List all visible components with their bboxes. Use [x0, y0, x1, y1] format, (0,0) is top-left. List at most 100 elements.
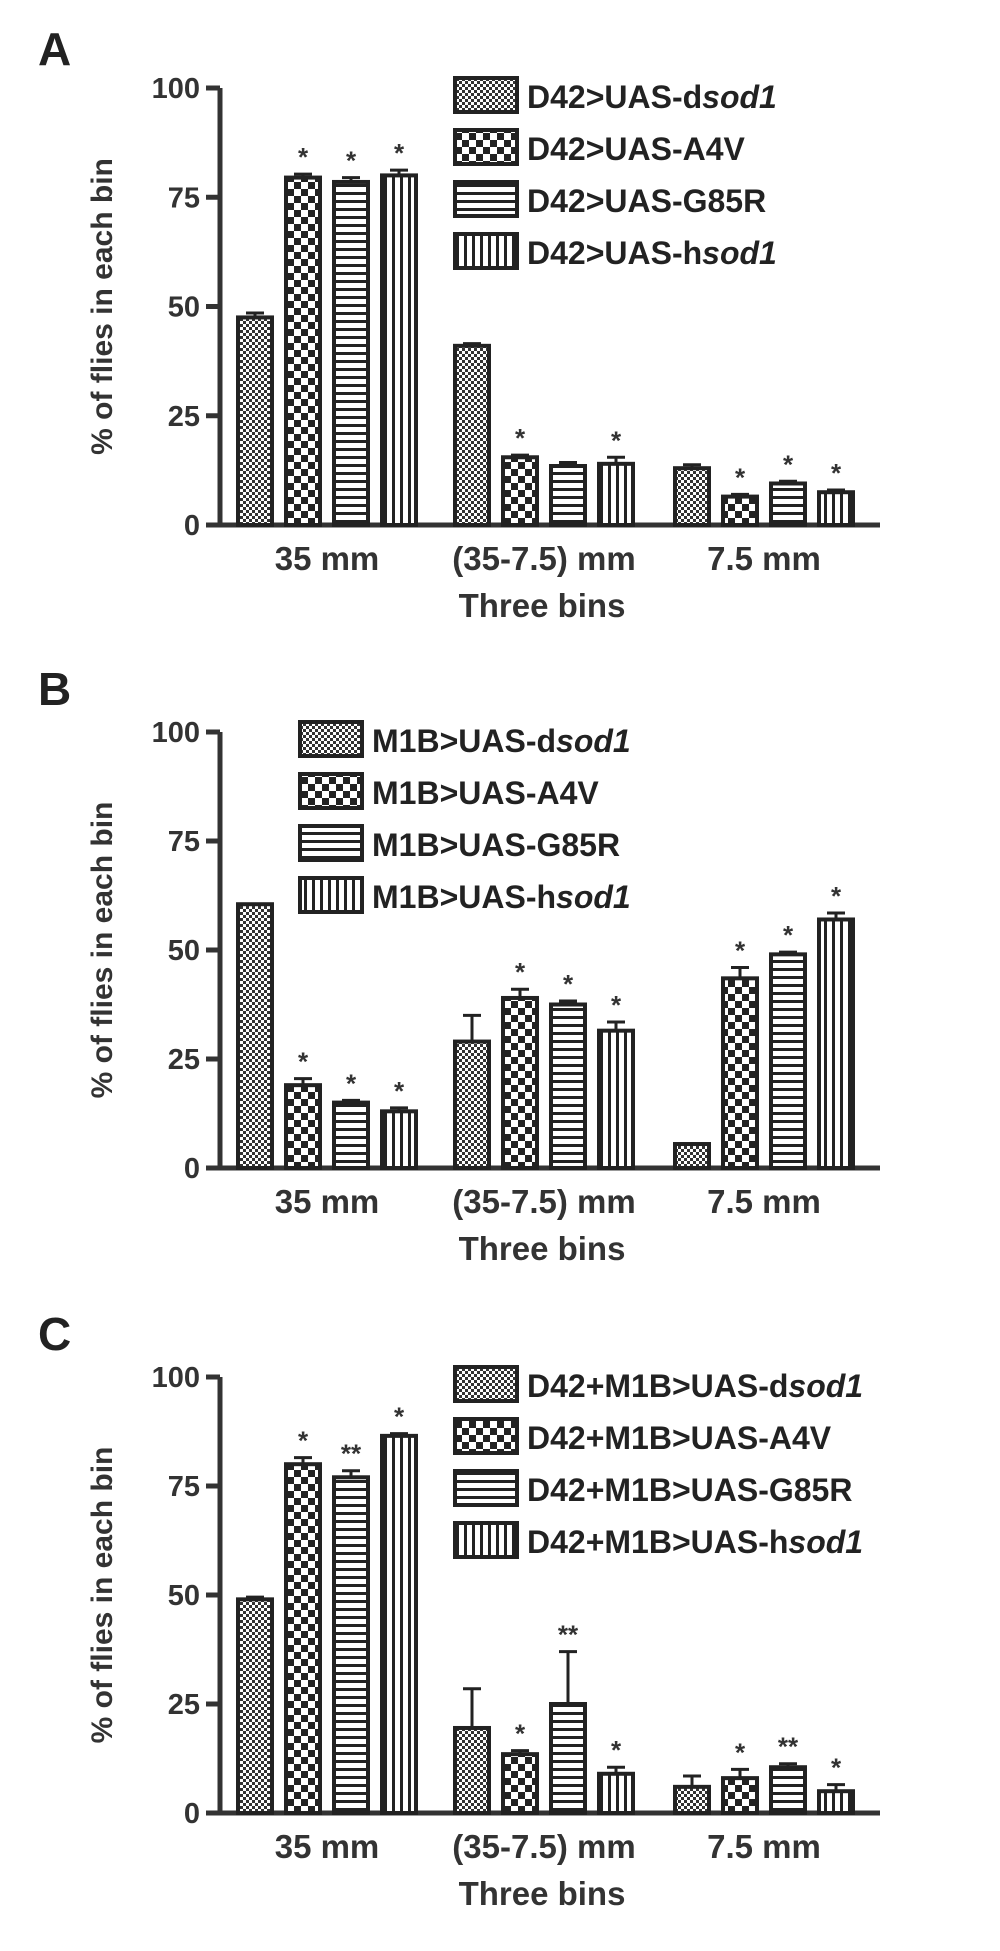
significance-label: *: [783, 449, 794, 479]
y-tick-label: 25: [168, 401, 200, 433]
significance-label: **: [341, 1439, 362, 1469]
significance-label: *: [394, 138, 405, 168]
bar: [332, 1100, 370, 1170]
y-tick-label: 50: [168, 935, 200, 967]
legend-swatch: [298, 824, 364, 862]
panel-letter: C: [38, 1308, 71, 1360]
y-tick-label: 75: [168, 826, 200, 858]
legend-swatch: [298, 876, 364, 914]
bar: [549, 1702, 587, 1815]
y-axis-title: % of flies in each bin: [86, 158, 119, 455]
legend: D42+M1B>UAS-dsod1 D42+M1B>UAS-A4V D42+M1B>…: [453, 1365, 863, 1560]
bar: [769, 481, 807, 527]
y-tick-label: 50: [168, 292, 200, 324]
chart-panel-a: A 0 25 50 75 100 % of flies in each bin * * * 35 m…: [38, 23, 880, 624]
y-tick-label: 25: [168, 1044, 200, 1076]
x-axis-title: Three bins: [459, 1875, 626, 1912]
y-tick-label: 100: [152, 717, 200, 749]
legend-label: D42+M1B>UAS-G85R: [527, 1472, 852, 1508]
bar: [332, 179, 370, 528]
legend-label: M1B>UAS-hsod1: [372, 879, 631, 915]
y-tick-label: 0: [184, 1798, 200, 1830]
bar: [501, 995, 539, 1171]
significance-label: *: [346, 146, 357, 176]
legend-swatch: [453, 128, 519, 166]
bar: [236, 315, 274, 527]
y-tick-label: 0: [184, 510, 200, 542]
legend-swatch: [298, 772, 364, 810]
significance-label: *: [298, 1426, 309, 1456]
bar: [453, 1039, 491, 1171]
bar: [721, 1776, 759, 1815]
legend-swatch: [453, 76, 519, 114]
bar: [673, 1142, 711, 1171]
x-tick-label: 35 mm: [275, 540, 380, 577]
significance-label: *: [611, 990, 622, 1020]
legend-label: M1B>UAS-dsod1: [372, 723, 631, 759]
bar: [673, 1784, 711, 1815]
panel-letter: A: [38, 23, 71, 75]
legend-label: M1B>UAS-A4V: [372, 775, 599, 811]
legend-swatch: [453, 232, 519, 270]
bar: [501, 455, 539, 528]
y-tick-label: 100: [152, 1362, 200, 1394]
y-tick-label: 75: [168, 1471, 200, 1503]
significance-label: *: [394, 1402, 405, 1432]
y-axis-title: % of flies in each bin: [86, 1447, 119, 1744]
legend-label: D42>UAS-A4V: [527, 131, 746, 167]
y-tick-label: 75: [168, 182, 200, 214]
bar: [817, 1789, 855, 1815]
significance-label: *: [831, 1753, 842, 1783]
bar: [769, 952, 807, 1170]
y-axis-title: % of flies in each bin: [86, 802, 119, 1099]
bar: [817, 490, 855, 528]
legend-label: D42>UAS-hsod1: [527, 235, 777, 271]
significance-label: *: [831, 458, 842, 488]
legend-swatch: [453, 1469, 519, 1507]
bar: [380, 1433, 418, 1815]
y-tick-label: 100: [152, 73, 200, 105]
significance-label: *: [515, 1719, 526, 1749]
bar: [453, 343, 491, 527]
bar: [332, 1475, 370, 1816]
legend-label: D42+M1B>UAS-dsod1: [527, 1368, 863, 1404]
significance-label: *: [735, 935, 746, 965]
bar: [284, 1083, 322, 1171]
bar: [597, 1771, 635, 1816]
significance-label: *: [394, 1076, 405, 1106]
significance-label: *: [298, 1047, 309, 1077]
x-tick-label: 7.5 mm: [707, 1183, 821, 1220]
bar: [597, 1028, 635, 1171]
bar: [817, 917, 855, 1170]
legend-label: D42>UAS-dsod1: [527, 79, 777, 115]
significance-label: **: [558, 1620, 579, 1650]
y-tick-label: 25: [168, 1689, 200, 1721]
bar: [549, 1002, 587, 1170]
x-axis-title: Three bins: [459, 1230, 626, 1267]
y-tick-label: 50: [168, 1580, 200, 1612]
bar: [769, 1765, 807, 1815]
significance-label: *: [783, 920, 794, 950]
bar: [597, 461, 635, 528]
bar: [284, 1462, 322, 1815]
legend-swatch: [453, 1417, 519, 1455]
bar: [380, 1109, 418, 1170]
significance-label: *: [611, 1735, 622, 1765]
significance-label: *: [735, 1737, 746, 1767]
chart-panel-b: B 0 25 50 75 100 % of flies in each bin * * * 35 m…: [38, 663, 880, 1267]
bar: [380, 173, 418, 527]
legend-swatch: [453, 1521, 519, 1559]
x-tick-label: 35 mm: [275, 1183, 380, 1220]
significance-label: *: [831, 881, 842, 911]
x-axis-title: Three bins: [459, 587, 626, 624]
legend-label: D42+M1B>UAS-hsod1: [527, 1524, 863, 1560]
legend-swatch: [298, 720, 364, 758]
bar: [236, 1597, 274, 1815]
significance-label: *: [611, 425, 622, 455]
x-tick-label: 7.5 mm: [707, 1828, 821, 1865]
legend-label: D42>UAS-G85R: [527, 183, 766, 219]
significance-label: *: [735, 462, 746, 492]
bar: [673, 466, 711, 528]
